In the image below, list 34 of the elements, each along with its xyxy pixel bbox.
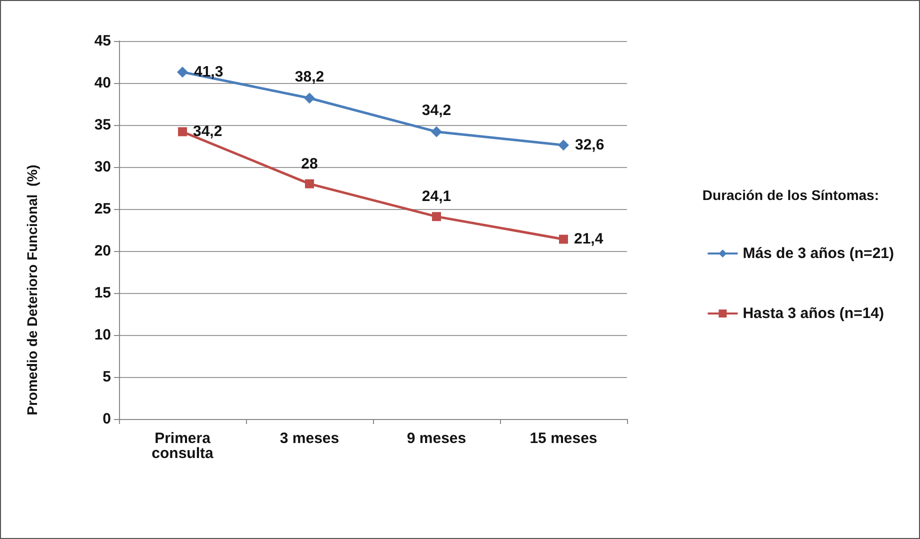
- y-tick-label: 30: [94, 158, 111, 176]
- point: [431, 126, 442, 138]
- data-label: 34,2: [422, 102, 452, 120]
- y-tick-label: 35: [94, 116, 111, 134]
- y-tick-label: 20: [94, 242, 111, 260]
- y-tick-label: 25: [94, 200, 111, 218]
- point: [559, 234, 568, 244]
- data-label: 32,6: [575, 136, 604, 154]
- data-label: 34,2: [193, 123, 222, 140]
- y-tick-label: 15: [94, 284, 111, 302]
- point: [305, 179, 314, 188]
- point: [177, 66, 188, 78]
- y-axis-title: Promedio de Deterioro Funcional (%): [24, 164, 40, 416]
- y-tick-label: 40: [94, 74, 111, 92]
- y-tick-label: 5: [102, 368, 111, 386]
- data-label: 41,3: [194, 64, 224, 81]
- data-label: 38,2: [294, 68, 324, 86]
- legend-label: Más de 3 años (n=21): [742, 245, 894, 262]
- y-tick-label: 0: [102, 410, 111, 428]
- point: [304, 92, 315, 104]
- legend-title: Duración de los Síntomas:: [702, 187, 880, 203]
- x-tick-label: 9 meses: [406, 430, 466, 447]
- data-label: 21,4: [574, 230, 604, 248]
- point: [558, 140, 569, 151]
- data-label: 24,1: [422, 188, 452, 206]
- x-tick-label: 15 meses: [530, 430, 598, 447]
- point: [432, 212, 441, 222]
- y-tick-label: 45: [94, 32, 111, 50]
- data-label: 28: [301, 155, 318, 172]
- x-tick-label: 3 meses: [280, 430, 340, 447]
- x-tick-label: Primera consulta: [152, 430, 214, 462]
- y-tick-label: 10: [94, 326, 111, 344]
- legend-label: Hasta 3 años (n=14): [742, 305, 884, 322]
- point: [178, 127, 187, 136]
